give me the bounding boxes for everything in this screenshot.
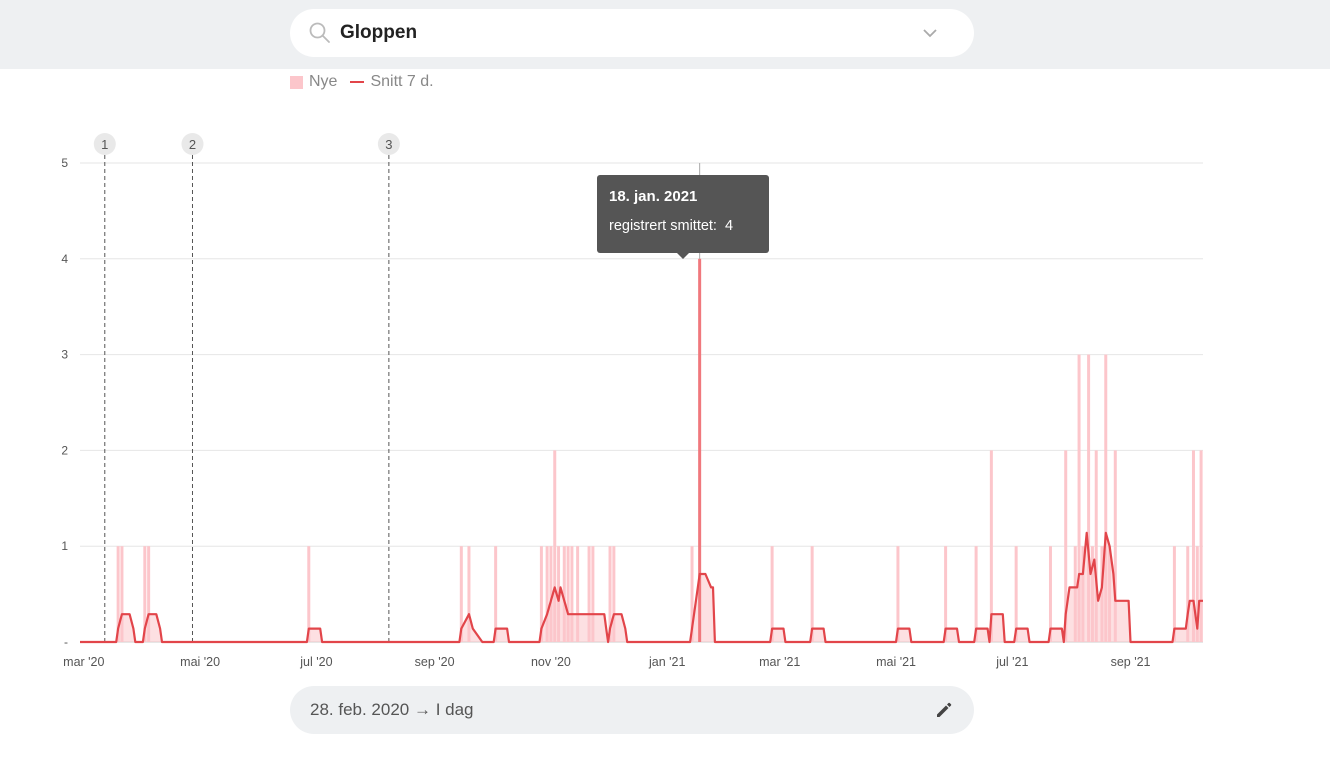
daily-cases-bar[interactable]	[591, 546, 595, 642]
tooltip-label: registrert smittet:	[609, 218, 717, 234]
daily-cases-bar[interactable]	[989, 450, 993, 642]
tooltip-row: registrert smittet: 4	[609, 218, 757, 234]
daily-cases-bar[interactable]	[1195, 546, 1199, 642]
y-tick-label: 1	[61, 539, 68, 553]
x-tick-label: sep '21	[1111, 655, 1151, 669]
daily-cases-bar[interactable]	[545, 546, 549, 642]
daily-cases-bar[interactable]	[612, 546, 616, 642]
x-tick-label: jul '20	[299, 655, 332, 669]
average-area	[80, 532, 1203, 642]
y-tick-label: 3	[61, 348, 68, 362]
daily-cases-bar[interactable]	[1100, 546, 1104, 642]
legend-line-label[interactable]: Snitt 7 d.	[370, 73, 434, 90]
daily-cases-bar[interactable]	[770, 546, 774, 642]
daily-cases-bar[interactable]	[1077, 354, 1081, 642]
daily-cases-bar[interactable]	[570, 546, 574, 642]
daily-cases-bar[interactable]	[587, 546, 591, 642]
tooltip-value: 4	[724, 218, 734, 234]
event-marker-label: 1	[101, 137, 108, 152]
x-tick-label: mar '20	[63, 655, 104, 669]
legend-line-swatch	[350, 81, 365, 83]
daily-cases-bar[interactable]	[116, 546, 120, 642]
x-tick-label: mai '20	[180, 655, 220, 669]
daily-cases-bar[interactable]	[562, 546, 566, 642]
daily-cases-bar[interactable]	[1172, 546, 1176, 642]
daily-cases-bar[interactable]	[690, 546, 694, 642]
average-line[interactable]	[80, 531, 1203, 644]
daily-cases-bar[interactable]	[1073, 546, 1077, 642]
daily-cases-bar[interactable]	[1104, 354, 1108, 642]
pencil-icon[interactable]	[934, 700, 954, 720]
legend-bar-label[interactable]: Nye	[309, 73, 338, 90]
daily-cases-bar[interactable]	[944, 546, 948, 642]
event-marker-badge[interactable]	[377, 133, 400, 155]
chart-legend: Nye Snitt 7 d.	[290, 73, 434, 91]
event-marker-label: 2	[189, 137, 196, 152]
daily-cases-bar[interactable]	[494, 546, 498, 642]
daily-cases-bar[interactable]	[1113, 450, 1117, 642]
daily-cases-bar[interactable]	[1087, 354, 1091, 642]
daily-cases-bar[interactable]	[698, 258, 702, 642]
daily-cases-bar[interactable]	[1108, 546, 1112, 642]
x-tick-label: sep '20	[415, 655, 455, 669]
municipality-search[interactable]: Gloppen	[290, 9, 974, 57]
daily-cases-bar[interactable]	[307, 546, 311, 642]
search-icon	[309, 22, 330, 43]
x-tick-label: jul '21	[995, 655, 1028, 669]
daily-cases-bar[interactable]	[576, 546, 580, 642]
daily-cases-bar[interactable]	[566, 546, 570, 642]
chart-tooltip: 18. jan. 2021 registrert smittet: 4	[597, 175, 769, 259]
daily-cases-bar[interactable]	[1081, 546, 1085, 642]
x-tick-label: mai '21	[876, 655, 916, 669]
daily-cases-bar[interactable]	[1064, 450, 1068, 642]
daily-cases-bar[interactable]	[459, 546, 463, 642]
daily-cases-bar[interactable]	[974, 546, 978, 642]
daily-cases-bar[interactable]	[147, 546, 151, 642]
x-tick-label: nov '20	[531, 655, 571, 669]
daily-cases-bar[interactable]	[1048, 546, 1052, 642]
daily-cases-bar[interactable]	[467, 546, 471, 642]
y-tick-label: 5	[61, 156, 68, 170]
date-range-selector[interactable]: 28. feb. 2020 → I dag	[290, 686, 974, 734]
daily-cases-bar[interactable]	[1186, 546, 1190, 642]
cases-chart[interactable]: - 1 2 3 4 5 mar '20 mai '20 jul '20 sep '20 nov '2…	[0, 125, 1330, 680]
daily-cases-bar[interactable]	[553, 450, 557, 642]
chevron-down-icon[interactable]	[922, 25, 938, 41]
legend-bar-swatch	[290, 75, 303, 89]
daily-cases-bar[interactable]	[1014, 546, 1018, 642]
daily-cases-bar[interactable]	[608, 546, 612, 642]
y-tick-label: -	[64, 635, 68, 649]
daily-cases-bar[interactable]	[120, 546, 124, 642]
daily-cases-bar[interactable]	[1191, 450, 1195, 642]
daily-cases-bar[interactable]	[143, 546, 147, 642]
daily-cases-bar[interactable]	[539, 546, 543, 642]
event-marker-badge[interactable]	[181, 133, 204, 155]
y-tick-label: 4	[61, 252, 68, 266]
event-marker-label: 3	[385, 137, 392, 152]
daily-cases-bar[interactable]	[1094, 450, 1098, 642]
daily-cases-bar[interactable]	[810, 546, 814, 642]
search-value: Gloppen	[340, 22, 418, 43]
daily-cases-bar[interactable]	[1090, 546, 1094, 642]
daily-cases-bar[interactable]	[1199, 450, 1203, 642]
x-tick-label: jan '21	[648, 655, 685, 669]
tooltip-date: 18. jan. 2021	[609, 188, 698, 205]
tooltip-arrow	[677, 253, 689, 259]
date-range-label: 28. feb. 2020 → I dag	[310, 700, 474, 719]
x-tick-label: mar '21	[759, 655, 800, 669]
daily-cases-bar[interactable]	[896, 546, 900, 642]
daily-cases-bar[interactable]	[549, 546, 553, 642]
event-marker-badge[interactable]	[93, 133, 116, 155]
y-tick-label: 2	[61, 443, 68, 457]
